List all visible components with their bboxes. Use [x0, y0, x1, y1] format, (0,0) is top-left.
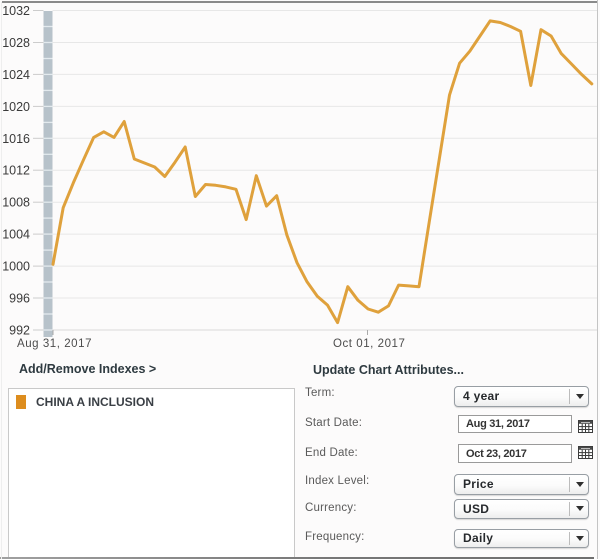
svg-text:1012: 1012: [2, 164, 30, 178]
svg-text:1032: 1032: [2, 4, 30, 18]
svg-text:Aug 31, 2017: Aug 31, 2017: [17, 338, 92, 350]
svg-text:1000: 1000: [2, 260, 30, 274]
svg-text:996: 996: [9, 292, 30, 306]
svg-text:Oct 01, 2017: Oct 01, 2017: [333, 338, 405, 350]
svg-text:1004: 1004: [2, 228, 30, 242]
svg-text:992: 992: [9, 324, 30, 338]
svg-text:1008: 1008: [2, 196, 30, 210]
svg-text:1024: 1024: [2, 68, 30, 82]
svg-text:1028: 1028: [2, 36, 30, 50]
svg-text:1016: 1016: [2, 132, 30, 146]
svg-text:1020: 1020: [2, 100, 30, 114]
